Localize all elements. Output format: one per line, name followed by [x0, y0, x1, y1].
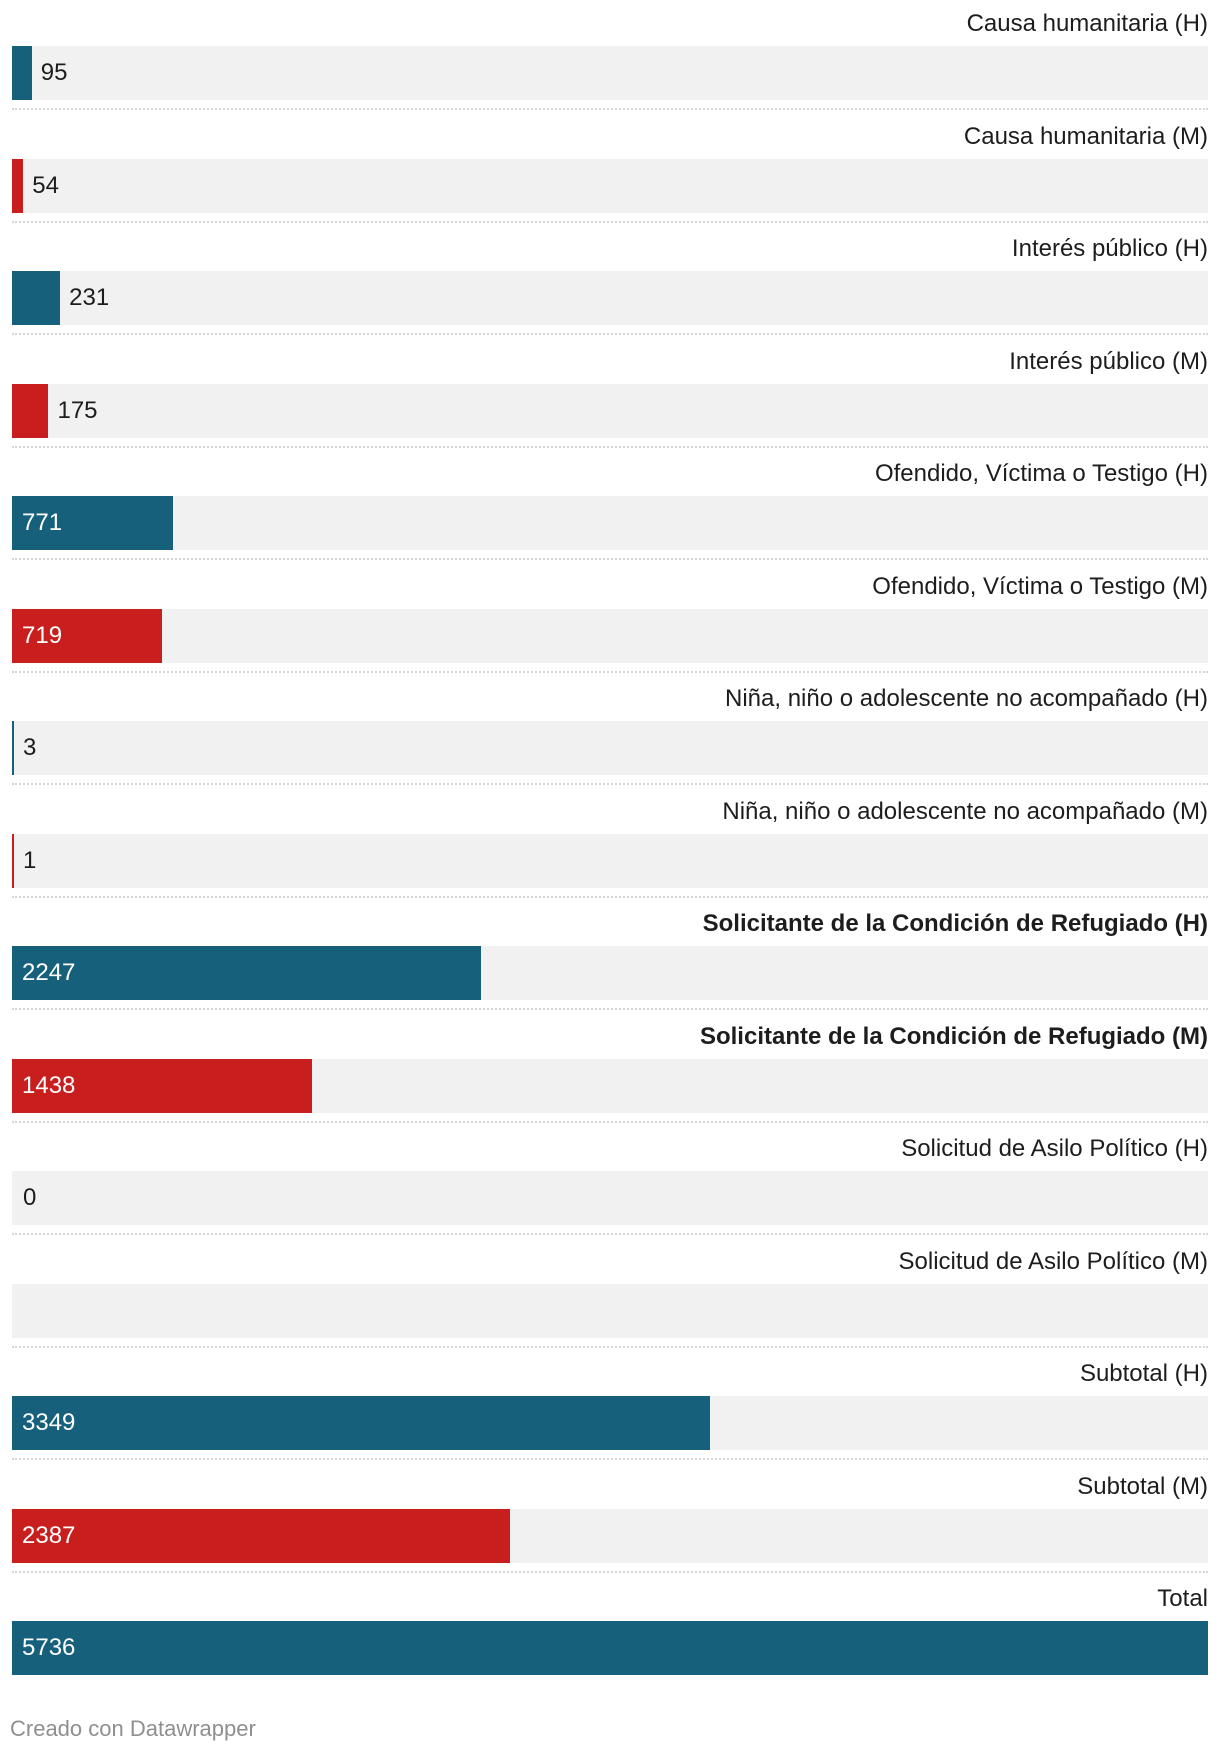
bar-mujeres: [12, 1508, 510, 1563]
category-label: Solicitante de la Condición de Refugiado…: [699, 1022, 1208, 1050]
chart-row: Interés público (H) 231: [12, 225, 1208, 337]
row-divider: [12, 333, 1208, 335]
value-label: 231: [69, 284, 110, 311]
row-divider: [12, 1458, 1208, 1460]
bar-track: 54: [12, 158, 1208, 213]
bar-track: 231: [12, 271, 1208, 325]
category-label: Total: [1157, 1585, 1208, 1612]
chart-row: Ofendido, Víctima o Testigo (H) 771: [12, 450, 1208, 562]
bar-track: [12, 1283, 1208, 1338]
bar-mujeres: [12, 1058, 312, 1113]
bar-mujeres: [12, 833, 14, 888]
chart-row: Solicitud de Asilo Político (M): [12, 1238, 1208, 1350]
value-label: 95: [40, 59, 68, 86]
category-label: Niña, niño o adolescente no acompañado (…: [722, 797, 1208, 825]
value-label: 5736: [22, 1634, 76, 1661]
value-label: 54: [32, 171, 59, 199]
row-divider: [12, 1345, 1208, 1348]
value-label: 2387: [22, 1521, 76, 1549]
bar-hombres: [12, 271, 61, 325]
category-label: Ofendido, Víctima o Testigo (M): [872, 572, 1208, 600]
row-divider: [12, 445, 1208, 448]
chart-row: Causa humanitaria (H) 95: [12, 0, 1208, 112]
bar-track: 1438: [12, 1058, 1208, 1113]
category-label: Interés público (M): [1009, 347, 1208, 375]
row-divider: [12, 108, 1208, 110]
chart-row: Solicitante de la Condición de Refugiado…: [12, 1013, 1208, 1125]
bar-hombres: [12, 46, 32, 100]
row-divider: [12, 1120, 1208, 1123]
row-divider: [12, 1570, 1208, 1573]
bar-track: 95: [12, 46, 1208, 100]
bar-mujeres: [12, 158, 24, 213]
value-label: 2247: [22, 959, 76, 986]
row-divider: [12, 558, 1208, 560]
row-divider: [12, 670, 1208, 673]
value-label: 771: [22, 509, 63, 536]
bar-hombres: [12, 1396, 711, 1450]
bar-track: 719: [12, 608, 1208, 663]
bar-track: 771: [12, 496, 1208, 550]
category-label: Causa humanitaria (M): [963, 122, 1208, 150]
value-label: 719: [22, 621, 63, 649]
category-label: Subtotal (M): [1077, 1472, 1208, 1500]
chart-row: Ofendido, Víctima o Testigo (M) 719: [12, 563, 1208, 675]
row-divider: [12, 1008, 1208, 1010]
bar-mujeres: [12, 608, 162, 663]
bar-hombres: [12, 496, 173, 550]
chart-row: Subtotal (H) 3349: [12, 1350, 1208, 1462]
value-label: 1: [23, 846, 37, 874]
bar-hombres: [12, 946, 481, 1000]
bar-track: 3: [12, 721, 1208, 775]
bar-track: 5736: [12, 1621, 1208, 1675]
value-label: 3: [23, 734, 37, 761]
row-divider: [12, 783, 1208, 785]
row-divider: [12, 895, 1208, 898]
chart-row: Subtotal (M) 2387: [12, 1463, 1208, 1575]
value-label: 1438: [22, 1071, 76, 1099]
chart-row: Causa humanitaria (M) 54: [12, 113, 1208, 225]
chart-row: Total 5736: [12, 1575, 1208, 1687]
value-label: 3349: [22, 1409, 76, 1436]
category-label: Causa humanitaria (H): [966, 10, 1208, 37]
value-label: 0: [23, 1184, 37, 1211]
bar-hombres: [12, 1621, 1208, 1675]
bar-track: 1: [12, 833, 1208, 888]
category-label: Solicitante de la Condición de Refugiado…: [702, 910, 1208, 937]
chart-row: Niña, niño o adolescente no acompañado (…: [12, 788, 1208, 900]
chart-row: Niña, niño o adolescente no acompañado (…: [12, 675, 1208, 787]
bar-track: 0: [12, 1171, 1208, 1225]
row-divider: [12, 220, 1208, 223]
bar-track: 3349: [12, 1396, 1208, 1450]
chart-row: Solicitud de Asilo Político (H) 0: [12, 1125, 1208, 1237]
bar-chart: Causa humanitaria (H) 95 Causa humanitaria…: [12, 0, 1208, 1687]
category-label: Solicitud de Asilo Político (H): [901, 1135, 1208, 1162]
bar-mujeres: [12, 383, 49, 438]
category-label: Ofendido, Víctima o Testigo (H): [874, 460, 1208, 487]
bar-hombres: [12, 721, 14, 775]
row-divider: [12, 1233, 1208, 1235]
bar-track: 2247: [12, 946, 1208, 1000]
category-label: Niña, niño o adolescente no acompañado (…: [725, 685, 1208, 712]
category-label: Interés público (H): [1011, 235, 1208, 262]
bar-track: 2387: [12, 1508, 1208, 1563]
category-label: Subtotal (H): [1079, 1360, 1208, 1387]
value-label: 175: [57, 396, 98, 424]
category-label: Solicitud de Asilo Político (M): [898, 1247, 1208, 1275]
chart-row: Interés público (M) 175: [12, 338, 1208, 450]
bar-track: 175: [12, 383, 1208, 438]
chart-row: Solicitante de la Condición de Refugiado…: [12, 900, 1208, 1012]
datawrapper-credit[interactable]: Creado con Datawrapper: [10, 1716, 256, 1741]
